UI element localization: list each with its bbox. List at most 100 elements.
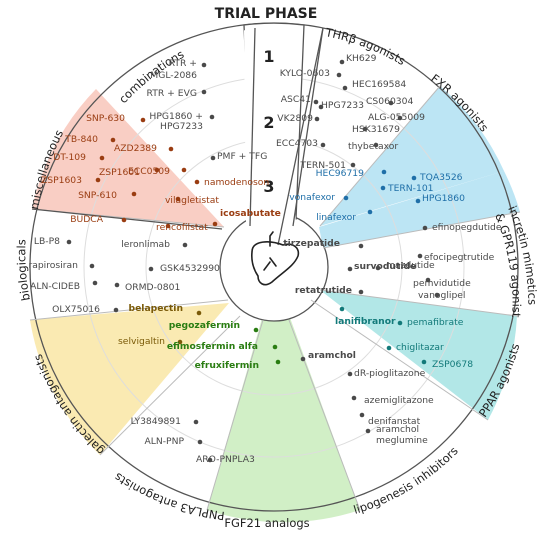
drug-entry: TQA3526: [411, 172, 463, 183]
drug-dot: [201, 62, 207, 68]
drug-label: PMF + TFG: [217, 151, 267, 162]
drug-entry: efruxifermin: [195, 359, 281, 371]
drug-dot: [95, 177, 101, 183]
drug-label: meglumine: [376, 435, 428, 446]
drug-dot: [110, 137, 116, 143]
drug-dot: [175, 196, 181, 202]
drug-dot: [358, 243, 364, 249]
drug-entry: SNP-610: [78, 190, 137, 201]
divider-fgf21-lipo: [288, 319, 361, 511]
divider-fxr-thr: [319, 85, 441, 227]
drug-label: ORMD-0801: [125, 282, 180, 293]
drug-entry: BUDCA: [70, 214, 127, 225]
drug-dot: [362, 126, 368, 132]
drug-dot: [114, 282, 120, 288]
misc-wedge-outer-edge: [31, 208, 223, 230]
drug-dot: [131, 191, 137, 197]
drug-dot: [421, 359, 427, 365]
drug-entry: TB-840: [64, 134, 116, 145]
drug-entry: RTR +: [169, 58, 207, 69]
drug-dot: [201, 89, 207, 95]
drug-entry: pemafibrate: [397, 317, 464, 328]
drug-entry: ZSP1601: [99, 167, 160, 178]
drug-entry: azemiglitazone: [351, 395, 434, 406]
drug-entry: rapirosiran: [28, 260, 95, 271]
drug-entry: HEC96719: [316, 168, 387, 179]
drug-dot: [154, 167, 160, 173]
fxr-sector-fill-upper: [320, 86, 504, 226]
drug-dot: [313, 99, 319, 105]
drug-entry: belapectin: [129, 303, 202, 316]
drug-label: HPG1860: [422, 193, 465, 204]
drug-dot: [425, 277, 431, 283]
drug-entry: ORMD-0801: [114, 282, 180, 293]
drug-label: retatrutide: [295, 285, 352, 296]
misc-sector-fill: [32, 89, 224, 227]
drug-dot: [380, 185, 386, 191]
drug-entry: ASC41: [281, 94, 319, 105]
divider-galectin-pnpla3: [99, 315, 241, 456]
drug-label: aramchol: [376, 424, 419, 435]
drug-label: RTR + EVG: [147, 88, 197, 99]
drug-label: SNP-610: [78, 190, 117, 201]
drug-entry: aramchol: [300, 350, 356, 362]
drug-dot: [342, 85, 348, 91]
drug-dot: [388, 100, 394, 106]
drug-entry: HPG1860: [415, 193, 465, 204]
drug-dot: [194, 179, 200, 185]
drug-label: HPG7233: [160, 121, 203, 132]
drug-dot: [386, 345, 392, 351]
drug-label: ALN-PNP: [144, 436, 184, 447]
drug-label: LB-P8: [34, 236, 60, 247]
drug-entry: TERN-101: [380, 183, 434, 194]
drug-entry: vonafexor: [289, 192, 349, 203]
drug-dot: [193, 419, 199, 425]
drug-dot: [350, 162, 356, 168]
drug-dot: [347, 266, 353, 272]
drug-dot: [397, 320, 403, 326]
drug-label: pemvidutide: [413, 278, 471, 289]
drug-dot: [92, 280, 98, 286]
drug-label: mazdutide: [386, 260, 435, 271]
drug-label: BUDCA: [70, 214, 104, 225]
drug-label: TERN-501: [299, 160, 346, 171]
drug-entry: ZSP0678: [421, 359, 473, 370]
drug-dot: [318, 104, 324, 110]
drug-entry: chiglitazar: [386, 342, 444, 353]
drug-dot: [397, 115, 403, 121]
drug-entry: AZD2389: [114, 143, 174, 154]
drug-dot: [415, 198, 421, 204]
drug-label: KH629: [346, 53, 377, 64]
drug-dot: [314, 116, 320, 122]
divider-ppar-incretin: [319, 289, 518, 317]
drug-dot: [343, 195, 349, 201]
drug-entry: ECC0509: [128, 166, 187, 177]
liver-icon: [251, 231, 300, 286]
drug-dot: [181, 167, 187, 173]
phase-3-label: 3: [263, 177, 274, 196]
drug-label: ARO-PNPLA3: [196, 454, 255, 465]
drug-entry: MGL-2086: [150, 70, 197, 81]
drug-label: ECC4703: [276, 138, 318, 149]
drug-label: icosabutate: [220, 208, 281, 219]
drug-label: efimosfermin alfa: [167, 341, 258, 352]
drug-dot: [359, 412, 365, 418]
drug-label: survodutide: [354, 261, 416, 272]
center-circle: [219, 212, 329, 322]
top-gap-fill: [244, 29, 290, 226]
drug-dot: [207, 457, 213, 463]
drug-entry: HPG7233: [160, 121, 203, 132]
drug-entry: leronlimab: [121, 239, 188, 250]
drug-entry: PMF + TFG: [210, 151, 267, 162]
drug-dot: [422, 225, 428, 231]
drug-dot: [417, 253, 423, 259]
fgf21-sector-fill: [207, 315, 360, 523]
drug-label: vanoglipel: [418, 290, 466, 301]
drug-label: KYLO-0603: [280, 68, 330, 79]
drug-entry: linafexor: [316, 209, 373, 223]
drug-entry: efinopegdutide: [422, 222, 502, 233]
drug-label: MGL-2086: [150, 70, 197, 81]
drug-dot: [89, 263, 95, 269]
drug-entry: mazdutide: [375, 260, 435, 271]
